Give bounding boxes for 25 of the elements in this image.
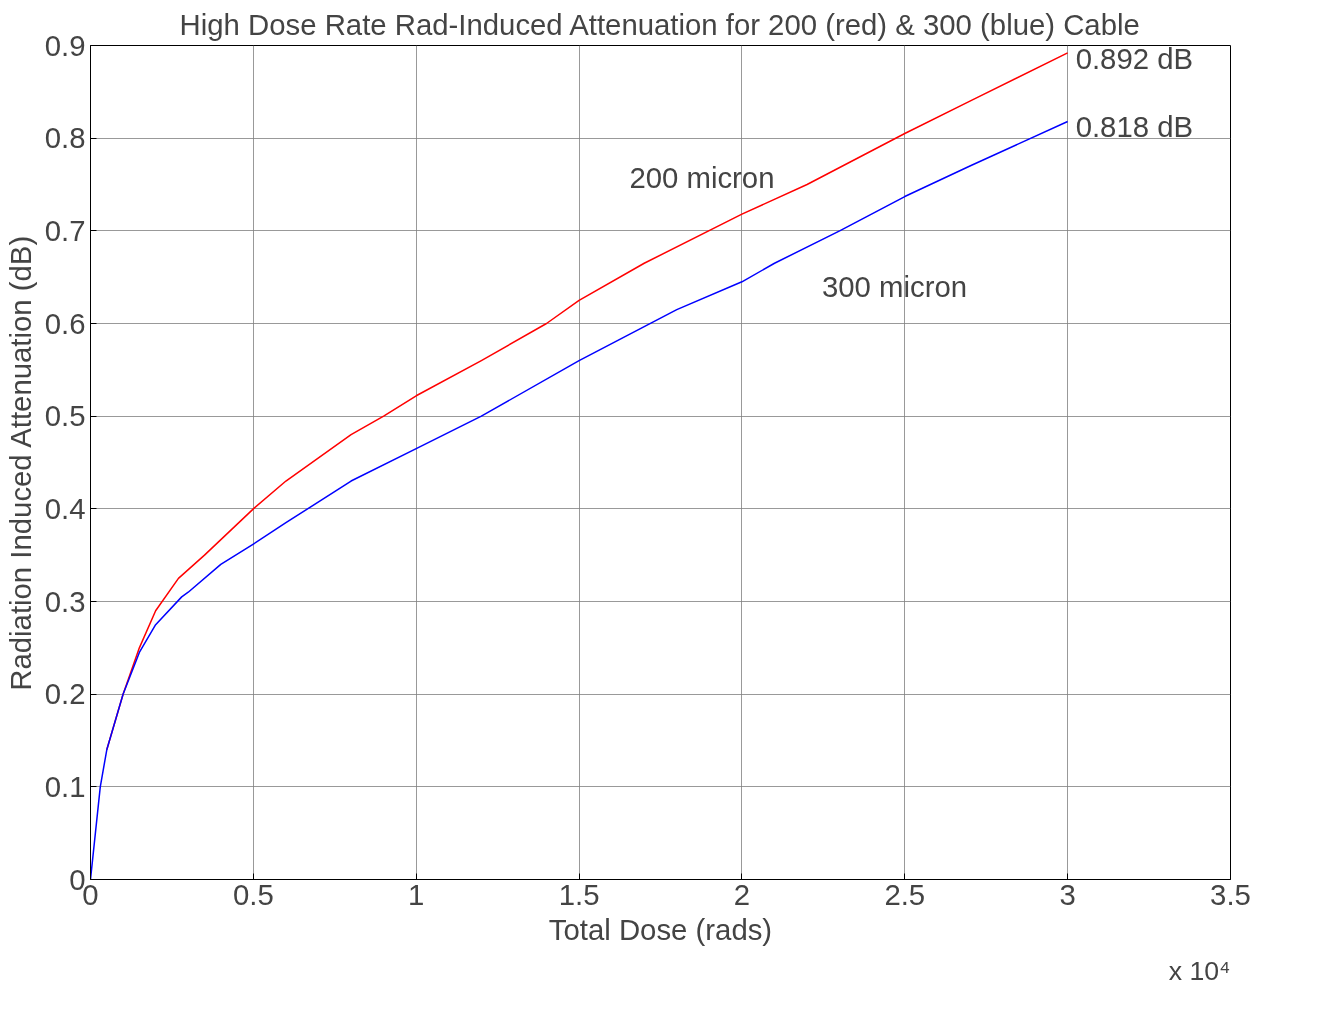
x-tick-label: 1.5 [558,877,600,911]
text: x 10⁴ [1168,955,1231,986]
x-tick-label: 1 [408,877,425,911]
x-tick-label: 3.5 [1210,877,1251,911]
y-tick-label: 0.3 [44,584,86,618]
y-tick-label: 0.7 [44,213,86,247]
x-tick-label: 2.5 [884,877,926,911]
y-tick-label: 0.8 [44,121,86,155]
y-axis-title: Radiation Induced Attenuation (dB) [3,235,37,691]
annotation: 0.818 dB [1075,110,1194,144]
series-label: 300 micron [821,270,968,304]
x-tick-label: 3 [1059,877,1076,911]
annotation: 0.892 dB [1075,41,1194,75]
y-tick-label: 0.5 [44,399,86,433]
y-tick-label: 0.4 [44,491,86,525]
y-tick-label: 0.9 [44,28,86,62]
y-tick-label: 0.1 [44,769,86,803]
line-series [90,120,1069,880]
y-tick-label: 0.6 [44,306,86,340]
x-axis-title: Total Dose (rads) [548,912,773,946]
x-tick-label: 0.5 [232,877,274,911]
chart-title: High Dose Rate Rad-Induced Attenuation for 200 (red) & 300 (blue) Cable [179,7,1140,41]
series-label: 200 micron [629,161,775,195]
x-tick-label: 2 [733,877,751,911]
y-tick-label: 0.2 [44,677,86,711]
